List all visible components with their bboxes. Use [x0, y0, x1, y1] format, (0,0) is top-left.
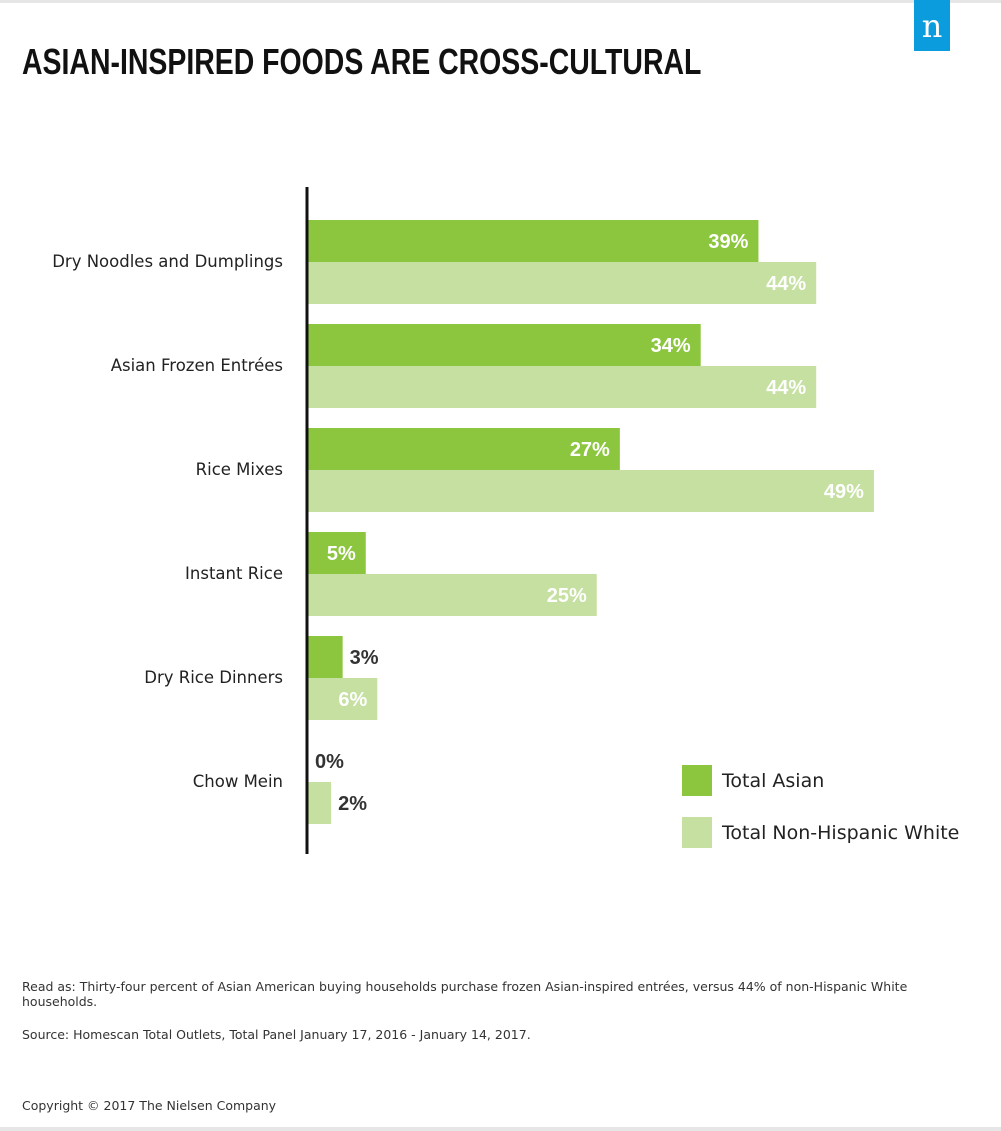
category-label-dry-noodles-and-dumplings: Dry Noodles and Dumplings: [52, 252, 283, 271]
nielsen-logo: n: [914, 0, 950, 51]
value-label-dry-rice-dinners-total-asian: 3%: [350, 647, 379, 669]
bar-asian-frozen-entr-es-total-asian: [308, 324, 701, 366]
value-label-chow-mein-total-non-hispanic-white: 2%: [338, 793, 367, 815]
bar-asian-frozen-entr-es-total-non-hispanic-white: [308, 366, 817, 408]
category-label-instant-rice: Instant Rice: [185, 564, 283, 583]
value-label-dry-rice-dinners-total-non-hispanic-white: 6%: [338, 689, 367, 711]
top-divider: [0, 0, 1001, 3]
value-label-instant-rice-total-non-hispanic-white: 25%: [547, 585, 587, 607]
bar-chart: Dry Noodles and Dumplings 39% 44% Asian Fro…: [52, 187, 874, 854]
category-label-chow-mein: Chow Mein: [193, 772, 283, 791]
value-label-rice-mixes-total-non-hispanic-white: 49%: [824, 481, 864, 503]
category-label-rice-mixes: Rice Mixes: [196, 460, 283, 479]
legend-label-total-non-hispanic-white: Total Non-Hispanic White: [722, 822, 960, 844]
page-title: ASIAN-INSPIRED FOODS ARE CROSS-CULTURAL: [22, 41, 702, 82]
legend-label-total-asian: Total Asian: [722, 770, 825, 792]
value-label-dry-noodles-and-dumplings-total-non-hispanic-white: 44%: [766, 273, 806, 295]
copyright: Copyright © 2017 The Nielsen Company: [22, 1098, 277, 1113]
bar-dry-rice-dinners-total-non-hispanic-white: [308, 678, 378, 720]
bar-rice-mixes-total-asian: [308, 428, 620, 470]
read-as-note: Read as: Thirty-four percent of Asian Am…: [22, 979, 908, 1009]
bar-instant-rice-total-asian: [308, 532, 366, 574]
bottom-divider: [0, 1127, 1001, 1131]
legend-item-total-non-hispanic-white: Total Non-Hispanic White: [682, 817, 982, 849]
legend-item-total-asian: Total Asian: [682, 765, 982, 797]
value-label-instant-rice-total-asian: 5%: [327, 543, 356, 565]
bar-rice-mixes-total-non-hispanic-white: [308, 470, 874, 512]
value-label-asian-frozen-entr-es-total-asian: 34%: [651, 335, 691, 357]
value-label-dry-noodles-and-dumplings-total-asian: 39%: [708, 231, 748, 253]
bar-chow-mein-total-non-hispanic-white: [308, 782, 332, 824]
legend-swatch-total-asian: [682, 765, 712, 796]
category-label-asian-frozen-entr-es: Asian Frozen Entrées: [111, 356, 283, 375]
source-note: Source: Homescan Total Outlets, Total Pa…: [22, 1027, 531, 1042]
value-label-asian-frozen-entr-es-total-non-hispanic-white: 44%: [766, 377, 806, 399]
legend-swatch-total-non-hispanic-white: [682, 817, 712, 848]
bar-instant-rice-total-non-hispanic-white: [308, 574, 597, 616]
category-label-dry-rice-dinners: Dry Rice Dinners: [144, 668, 283, 687]
value-label-chow-mein-total-asian: 0%: [315, 751, 344, 773]
value-label-rice-mixes-total-asian: 27%: [570, 439, 610, 461]
bar-dry-noodles-and-dumplings-total-asian: [308, 220, 759, 262]
logo-letter: n: [921, 7, 943, 45]
bar-dry-noodles-and-dumplings-total-non-hispanic-white: [308, 262, 817, 304]
bar-dry-rice-dinners-total-asian: [308, 636, 343, 678]
